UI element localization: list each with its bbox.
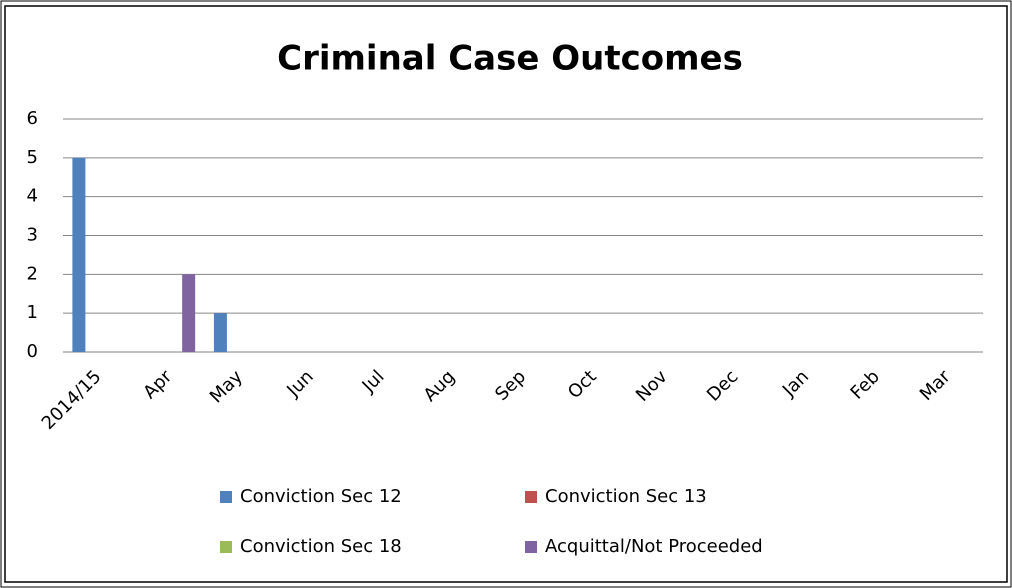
bar <box>182 274 196 352</box>
y-tick-label: 2 <box>27 263 38 284</box>
y-tick-label: 6 <box>27 108 38 129</box>
legend-swatch <box>525 541 537 553</box>
legend-swatch <box>220 541 232 553</box>
bar <box>72 157 86 352</box>
chart-title: Criminal Case Outcomes <box>277 39 743 79</box>
chart-frame <box>4 5 1008 583</box>
legend-swatch <box>525 491 537 503</box>
y-tick-label: 4 <box>27 186 38 207</box>
legend-label: Acquittal/Not Proceeded <box>545 536 763 557</box>
y-tick-label: 0 <box>27 341 38 362</box>
legend-label: Conviction Sec 18 <box>240 536 402 557</box>
y-tick-label: 1 <box>27 302 38 323</box>
y-tick-label: 3 <box>27 225 38 246</box>
bar <box>213 313 227 352</box>
legend-label: Conviction Sec 12 <box>240 486 402 507</box>
y-tick-label: 5 <box>27 147 38 168</box>
legend-swatch <box>220 491 232 503</box>
legend-label: Conviction Sec 13 <box>545 486 707 507</box>
